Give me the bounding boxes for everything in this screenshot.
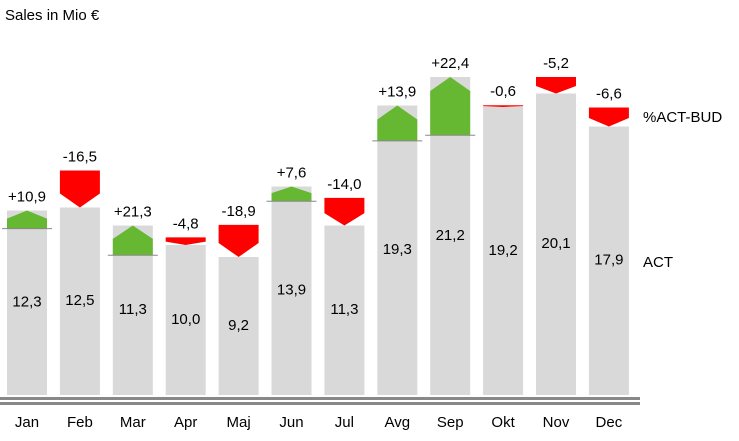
variance-label: -5,2 [543,55,569,72]
variance-pin [536,76,576,94]
variance-pin [7,210,47,229]
value-label: 21,2 [436,227,465,244]
value-label: 10,0 [171,311,200,328]
value-label: 11,3 [330,301,358,318]
x-tick-label: Maj [227,414,251,431]
x-tick-label: Nov [543,414,570,431]
value-label: 11,3 [119,301,147,318]
variance-label: +22,4 [431,55,469,72]
bar [483,107,524,395]
bar [218,257,259,395]
variance-pin [271,186,312,202]
variance-pin [430,77,471,136]
value-label: 13,9 [277,282,306,299]
variance-label: -16,5 [63,148,97,165]
bar [324,225,365,395]
variance-label: -18,9 [221,203,255,220]
baseline [0,402,640,405]
variance-pin [165,237,206,245]
x-tick-label: Mar [120,414,146,431]
bar [588,126,629,395]
x-tick-label: Sep [437,414,464,431]
variance-label: +21,3 [114,203,152,220]
variance-pin [218,224,259,257]
bar [7,210,47,395]
value-label: 19,3 [383,241,412,258]
value-label: 12,3 [12,294,41,311]
x-tick-label: Dec [596,414,623,431]
variance-pin [112,225,153,256]
baseline [0,397,640,400]
variance-label: -6,6 [596,85,622,102]
variance-pin [377,105,418,141]
value-label: 17,9 [594,252,623,269]
variance-label: -4,8 [173,215,199,232]
variance-label: +10,9 [8,188,46,205]
value-label: 12,5 [65,292,94,309]
value-label: 19,2 [488,242,517,259]
x-tick-label: Apr [174,414,197,431]
bar [271,186,312,395]
x-tick-label: Jun [279,414,303,431]
variance-label: +7,6 [277,164,307,181]
variance-label: -0,6 [490,83,516,100]
value-label: 9,2 [228,317,249,334]
bar [59,207,100,395]
legend-label: %ACT-BUD [643,109,722,126]
variance-pin [483,105,524,107]
x-tick-label: Jan [15,414,39,431]
bar [165,245,206,395]
variance-label: -14,0 [327,176,361,193]
variance-pin [324,197,365,226]
x-tick-label: Feb [67,414,93,431]
x-tick-label: Jul [335,414,354,431]
chart-title: Sales in Mio € [5,7,100,24]
x-tick-label: Okt [491,414,515,431]
variance-label: +13,9 [378,83,416,100]
bar [536,93,576,395]
legend-label: ACT [643,254,673,271]
x-tick-label: Avg [385,414,411,431]
variance-pin [588,107,629,127]
variance-pin [59,170,100,208]
bar [377,105,418,395]
value-label: 20,1 [541,235,570,252]
